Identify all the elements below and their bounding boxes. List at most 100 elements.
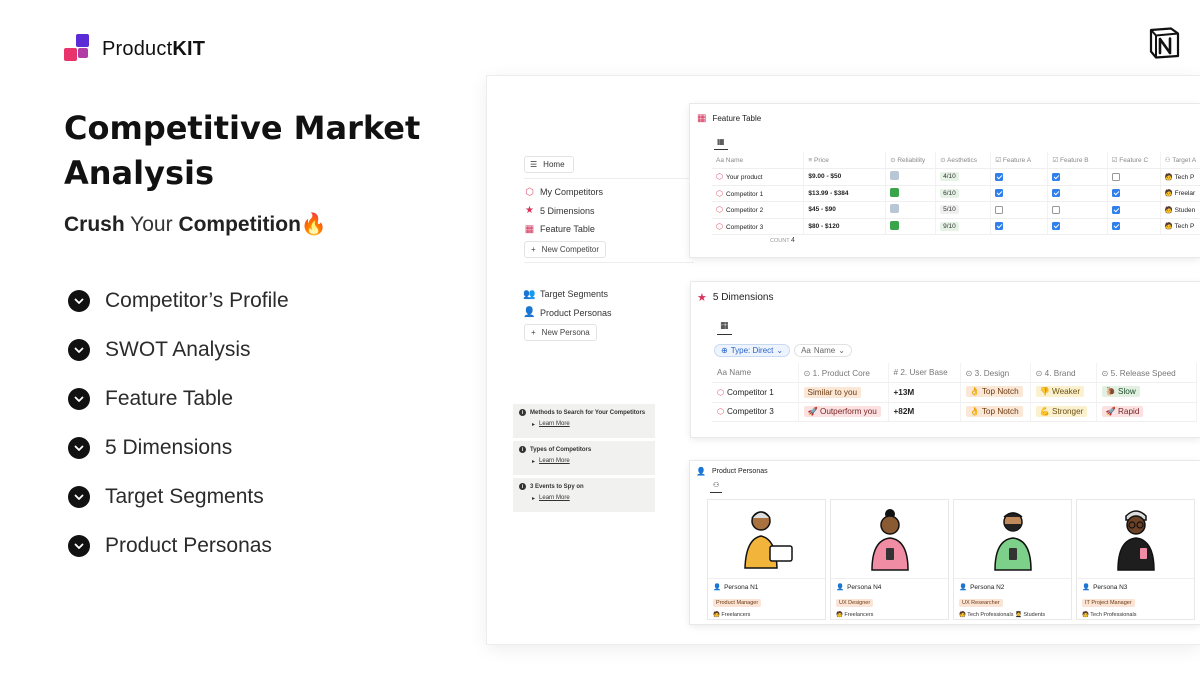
- cube-icon: ⬡: [717, 407, 724, 417]
- feature-list-item: Target Segments: [68, 472, 289, 521]
- table-header-row: Aa Name ⊙ 1. Product Core # 2. User Base…: [712, 363, 1197, 383]
- checkbox[interactable]: [1052, 205, 1061, 214]
- persona-card[interactable]: 👤 Persona N3 IT Project Manager 🧑 Tech Pr…: [1077, 500, 1194, 619]
- select-prop-icon: ⊙: [1035, 368, 1045, 378]
- checkbox[interactable]: [1111, 205, 1120, 214]
- cube-icon: ⬡: [716, 188, 723, 198]
- person-emoji-icon: 🧑: [713, 612, 722, 618]
- hero-title: Competitive Market Analysis: [64, 109, 421, 192]
- checkbox[interactable]: [1052, 172, 1061, 181]
- thumbs-down-icon: 👎: [1039, 387, 1050, 397]
- cube-icon: ⬡: [716, 221, 723, 231]
- table-icon: ▦: [524, 223, 535, 235]
- dimensions-table: Aa Name ⊙ 1. Product Core # 2. User Base…: [712, 363, 1197, 422]
- callout-competitor-types: i Types of Competitors ▸ Learn More: [513, 441, 655, 475]
- checkbox[interactable]: [1052, 222, 1061, 231]
- triangle-right-icon: ▸: [532, 496, 536, 502]
- snail-icon: 🐌: [1105, 387, 1116, 397]
- nav-item-product-personas[interactable]: 👤 Product Personas: [523, 307, 612, 319]
- persona-card[interactable]: 👤 Persona N1 Product Manager 🧑 Freelancer…: [708, 500, 825, 619]
- checkbox[interactable]: [995, 205, 1004, 214]
- feature-list-item: Product Personas: [68, 521, 289, 570]
- checkbox-prop-icon: ☑: [1052, 157, 1061, 164]
- table-row[interactable]: ⬡ Competitor 1 Similar to you +13M 👌 Top …: [712, 382, 1197, 403]
- nav-item-my-competitors[interactable]: ⬡ My Competitors: [525, 186, 604, 198]
- filter-icon: ⊕: [721, 346, 728, 355]
- person-bearded-illustration: [993, 512, 1032, 571]
- info-icon: i: [519, 483, 526, 490]
- brand-name: ProductKIT: [102, 37, 206, 60]
- table-icon: ▦: [697, 113, 707, 124]
- persona-illustration: [831, 500, 948, 579]
- select-prop-icon: ⊙: [940, 157, 948, 164]
- learn-more-toggle[interactable]: ▸ Learn More: [532, 458, 570, 465]
- checkbox[interactable]: [995, 172, 1004, 181]
- info-icon: i: [519, 409, 526, 416]
- hero-subtitle: Crush Your Competition🔥: [64, 213, 328, 236]
- nav-item-target-segments[interactable]: 👥 Target Segments: [523, 288, 609, 300]
- chevron-down-icon: [68, 289, 90, 312]
- person-icon: 👤: [836, 584, 845, 591]
- feature-table-card: ▦ Feature Table ▦ Aa Name ≡ Price ⊙ Reli…: [690, 104, 1200, 257]
- learn-more-toggle[interactable]: ▸ Learn More: [532, 495, 570, 502]
- filter-name-chip[interactable]: Aa Name ⌄: [794, 344, 852, 357]
- person-emoji-icon: 🧑: [836, 612, 845, 618]
- cube-icon: ⬡: [716, 172, 723, 182]
- info-icon: i: [519, 446, 526, 453]
- star-icon: ★: [697, 292, 707, 304]
- nav-group-competitors: ⬡ My Competitors ★ 5 Dimensions ▦ Feature T…: [524, 183, 607, 258]
- table-row[interactable]: ⬡ Competitor 3 🚀 Outperform you +82M 👌 To…: [712, 402, 1197, 422]
- select-prop-icon: ⊙: [965, 368, 975, 378]
- filter-bar: ⊕ Type: Direct ⌄ Aa Name ⌄: [714, 344, 852, 357]
- table-row[interactable]: ⬡ Your product $9.00 - $50 4/10 🧑 Tech P: [712, 168, 1200, 186]
- checkbox[interactable]: [995, 222, 1004, 231]
- persona-illustration: [1077, 500, 1194, 579]
- rocket-icon: 🚀: [807, 406, 818, 416]
- text-prop-icon: Aa: [716, 156, 726, 164]
- chevron-down-icon: ⌄: [776, 346, 784, 355]
- person-emoji-icon: 🧑: [1164, 206, 1175, 214]
- nav-item-feature-table[interactable]: ▦ Feature Table: [524, 223, 595, 235]
- chevron-down-icon: [68, 387, 90, 410]
- table-view-tab[interactable]: ▦: [717, 320, 732, 335]
- nav-item-5-dimensions[interactable]: ★ 5 Dimensions: [525, 205, 595, 217]
- table-header-row: Aa Name ≡ Price ⊙ Reliability ⊙ Aestheti…: [712, 152, 1200, 169]
- people-icon: ⚇: [713, 482, 720, 489]
- person-emoji-icon: 🧑: [1164, 223, 1175, 231]
- fire-icon: 🔥: [300, 213, 328, 236]
- select-prop-icon: ⊙: [1101, 368, 1111, 378]
- checkbox-prop-icon: ☑: [995, 157, 1003, 164]
- new-persona-button[interactable]: + New Persona: [524, 324, 597, 341]
- people-prop-icon: ⚇: [1164, 157, 1173, 164]
- table-row[interactable]: ⬡ Competitor 3 $80 - $120 9/10 🧑 Tech P: [712, 218, 1200, 235]
- person-icon: 👤: [713, 584, 722, 591]
- checkbox[interactable]: [1111, 172, 1120, 181]
- persona-card[interactable]: 👤 Persona N2 UX Researcher 🧑 Tech Profess…: [954, 500, 1071, 619]
- gallery-view-tab[interactable]: ⚇: [710, 481, 723, 493]
- thumbs-up-icon: 👌: [969, 387, 980, 397]
- checkbox[interactable]: [1111, 189, 1120, 198]
- dimensions-card: ★ 5 Dimensions ▦ ⊕ Type: Direct ⌄ Aa Name ⌄ …: [691, 282, 1200, 437]
- checkbox[interactable]: [995, 189, 1004, 198]
- feature-list-item: 5 Dimensions: [68, 423, 289, 472]
- home-button[interactable]: ☰ Home: [524, 156, 574, 173]
- feature-list-item: Feature Table: [68, 374, 289, 423]
- persona-card[interactable]: 👤 Persona N4 UX Designer 🧑 Freelancers: [831, 500, 948, 619]
- checkbox[interactable]: [1052, 189, 1061, 198]
- new-competitor-button[interactable]: + New Competitor: [524, 240, 607, 258]
- table-row[interactable]: ⬡ Competitor 1 $13.99 - $384 6/10 🧑 Freel…: [712, 185, 1200, 202]
- text-prop-icon: Aa: [717, 368, 730, 377]
- student-emoji-icon: 🧑‍🎓: [1014, 612, 1024, 618]
- feature-list-item: Competitor’s Profile: [68, 276, 289, 325]
- checkbox[interactable]: [1111, 222, 1120, 231]
- text-prop-icon: Aa: [801, 346, 811, 355]
- chevron-down-icon: ⌄: [838, 346, 845, 355]
- rocket-icon: 🚀: [1105, 406, 1116, 416]
- select-prop-icon: ⊙: [803, 368, 813, 378]
- table-row[interactable]: ⬡ Competitor 2 $45 - $90 5/10 🧑 Studen: [712, 201, 1200, 219]
- learn-more-toggle[interactable]: ▸ Learn More: [532, 421, 570, 428]
- table-view-tab[interactable]: ▦: [714, 137, 728, 150]
- triangle-right-icon: ▸: [532, 459, 536, 465]
- filter-type-chip[interactable]: ⊕ Type: Direct ⌄: [714, 344, 791, 357]
- reliability-badge-icon: [890, 171, 900, 181]
